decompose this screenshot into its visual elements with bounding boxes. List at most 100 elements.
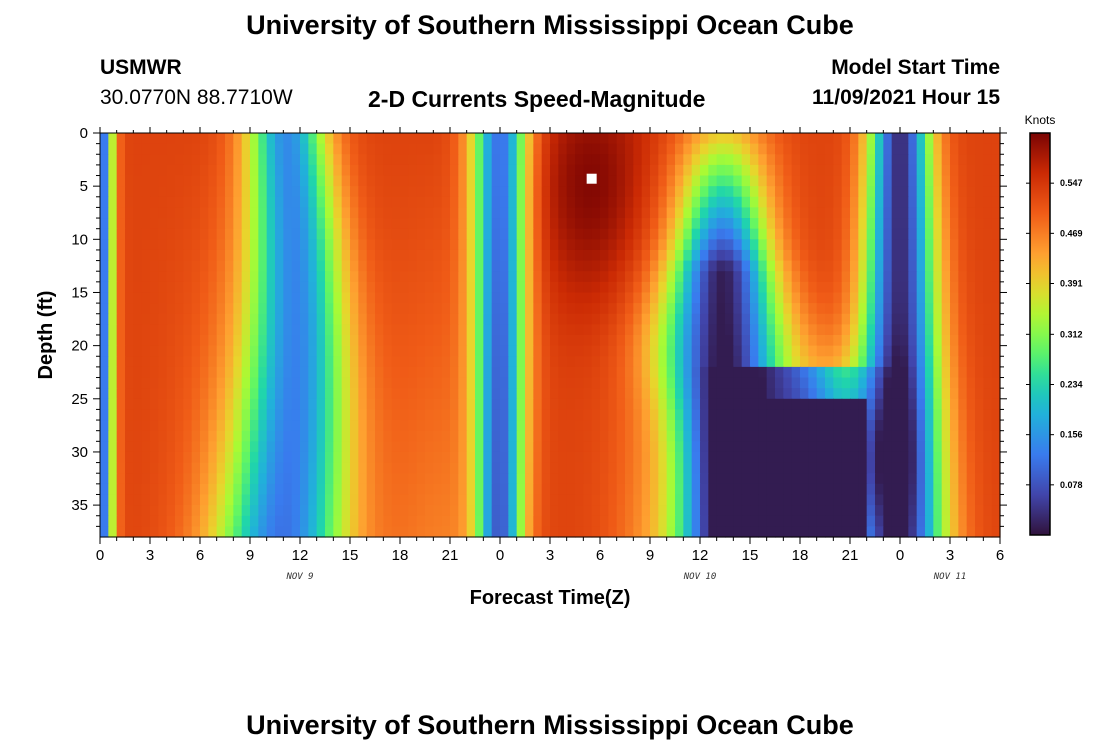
heatmap-cell	[241, 175, 251, 187]
heatmap-cell	[108, 133, 118, 145]
heatmap-cell	[325, 175, 334, 187]
heatmap-cell	[391, 143, 401, 155]
heatmap-cell	[933, 228, 943, 240]
heatmap-cell	[108, 345, 118, 357]
heatmap-cell	[300, 345, 309, 357]
heatmap-cell	[783, 133, 793, 145]
heatmap-cell	[291, 186, 301, 198]
heatmap-cell	[608, 473, 618, 485]
heatmap-cell	[241, 441, 251, 453]
heatmap-cell	[191, 313, 201, 325]
heatmap-cell	[733, 249, 743, 262]
heatmap-cell	[591, 483, 601, 496]
heatmap-cell	[625, 324, 634, 336]
heatmap-cell	[641, 451, 651, 464]
heatmap-cell	[491, 196, 501, 209]
heatmap-cell	[325, 133, 334, 145]
heatmap-cell	[375, 366, 384, 379]
heatmap-cell	[708, 228, 718, 240]
heatmap-cell	[925, 228, 934, 240]
heatmap-cell	[275, 409, 284, 421]
heatmap-cell	[166, 335, 176, 347]
heatmap-cell	[875, 451, 884, 464]
heatmap-cell	[158, 175, 168, 187]
heatmap-cell	[258, 271, 268, 283]
heatmap-cell	[583, 430, 593, 442]
heatmap-cell	[575, 398, 584, 411]
heatmap-cell	[958, 324, 968, 336]
heatmap-cell	[925, 239, 934, 251]
heatmap-cell	[800, 451, 809, 464]
heatmap-cell	[441, 430, 451, 442]
heatmap-cell	[416, 196, 426, 209]
heatmap-cell	[408, 398, 418, 411]
heatmap-cell	[450, 271, 459, 283]
heatmap-cell	[583, 409, 593, 421]
heatmap-cell	[608, 281, 618, 294]
heatmap-cell	[816, 207, 826, 219]
heatmap-cell	[391, 175, 401, 187]
heatmap-cell	[941, 133, 951, 145]
heatmap-cell	[558, 366, 568, 379]
heatmap-cell	[333, 377, 343, 389]
heatmap-cell	[516, 377, 526, 389]
heatmap-cell	[366, 356, 376, 368]
heatmap-cell	[508, 186, 518, 198]
heatmap-cell	[766, 398, 776, 411]
heatmap-cell	[900, 324, 909, 336]
heatmap-cell	[200, 451, 209, 464]
heatmap-cell	[275, 292, 284, 304]
heatmap-cell	[758, 441, 768, 453]
heatmap-cell	[483, 249, 493, 262]
heatmap-cell	[666, 483, 676, 496]
heatmap-cell	[441, 175, 451, 187]
heatmap-cell	[708, 133, 718, 145]
heatmap-cell	[233, 441, 243, 453]
heatmap-cell	[916, 388, 926, 400]
heatmap-cell	[416, 303, 426, 315]
heatmap-cell	[150, 345, 159, 357]
heatmap-cell	[433, 494, 443, 506]
heatmap-cell	[725, 335, 734, 347]
heatmap-cell	[933, 441, 943, 453]
heatmap-cell	[125, 388, 134, 400]
heatmap-cell	[758, 196, 768, 209]
heatmap-cell	[500, 228, 509, 240]
heatmap-cell	[133, 196, 143, 209]
heatmap-cell	[608, 388, 618, 400]
heatmap-cell	[325, 366, 334, 379]
heatmap-cell	[450, 292, 459, 304]
heatmap-cell	[466, 505, 476, 517]
heatmap-cell	[408, 271, 418, 283]
heatmap-cell	[475, 388, 484, 400]
heatmap-cell	[808, 335, 818, 347]
heatmap-cell	[291, 494, 301, 506]
heatmap-cell	[725, 249, 734, 262]
heatmap-cell	[883, 281, 893, 294]
heatmap-cell	[241, 207, 251, 219]
heatmap-cell	[966, 228, 976, 240]
heatmap-cell	[783, 207, 793, 219]
heatmap-cell	[125, 228, 134, 240]
heatmap-cell	[616, 196, 626, 209]
heatmap-cell	[166, 430, 176, 442]
heatmap-cell	[658, 281, 668, 294]
heatmap-cell	[975, 239, 984, 251]
heatmap-cell	[866, 398, 876, 411]
heatmap-cell	[500, 505, 509, 517]
heatmap-cell	[750, 292, 759, 304]
heatmap-cell	[216, 281, 226, 294]
heatmap-cell	[158, 483, 168, 496]
heatmap-cell	[800, 409, 809, 421]
heatmap-cell	[241, 462, 251, 474]
heatmap-cell	[183, 292, 193, 304]
heatmap-cell	[200, 281, 209, 294]
heatmap-cell	[941, 154, 951, 166]
heatmap-cell	[450, 154, 459, 166]
heatmap-cell	[908, 515, 918, 527]
heatmap-cell	[575, 388, 584, 400]
heatmap-cell	[975, 451, 984, 464]
heatmap-cell	[150, 292, 159, 304]
heatmap-cell	[383, 494, 393, 506]
heatmap-cell	[100, 324, 109, 336]
